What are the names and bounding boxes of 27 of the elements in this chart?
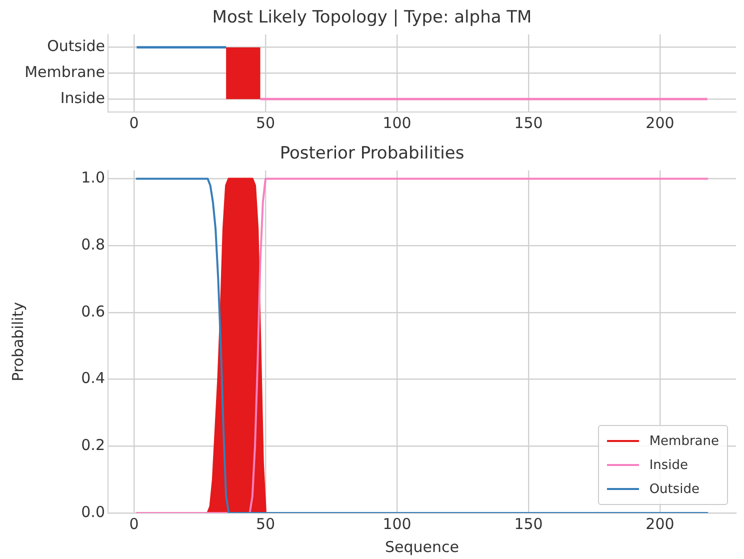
- x-tick-label: 100: [382, 114, 412, 132]
- legend-label: Inside: [649, 458, 688, 472]
- y-tick-label: 0.2: [81, 436, 105, 454]
- x-tick-label: 0: [129, 514, 139, 533]
- chart-title: Most Likely Topology | Type: alpha TM: [212, 8, 532, 28]
- x-tick-label: 200: [646, 514, 674, 533]
- legend-label: Membrane: [649, 434, 719, 448]
- y-tick-label: 0.8: [81, 235, 105, 254]
- y-tick-label: 0.6: [81, 302, 105, 320]
- chart-title: Posterior Probabilities: [280, 144, 464, 164]
- x-tick-label: 200: [646, 114, 674, 132]
- bar: [136, 46, 226, 48]
- y-tick-label: Inside: [60, 88, 105, 107]
- x-axis-title: Sequence: [385, 538, 459, 556]
- x-tick-label: 150: [514, 114, 543, 132]
- y-tick-label: 0.4: [81, 369, 105, 388]
- y-tick-label: 0.0: [81, 502, 105, 521]
- y-axis-title: Probability: [8, 302, 27, 382]
- x-tick-label: 50: [256, 514, 276, 533]
- y-tick-label: Outside: [47, 37, 105, 56]
- x-tick-label: 50: [256, 114, 276, 132]
- x-tick-label: 150: [514, 514, 543, 533]
- y-tick-label: 1.0: [81, 168, 105, 187]
- x-tick-label: 100: [382, 514, 412, 533]
- x-tick-label: 0: [129, 114, 139, 132]
- legend-label: Outside: [649, 482, 700, 496]
- y-tick-label: Membrane: [24, 63, 105, 82]
